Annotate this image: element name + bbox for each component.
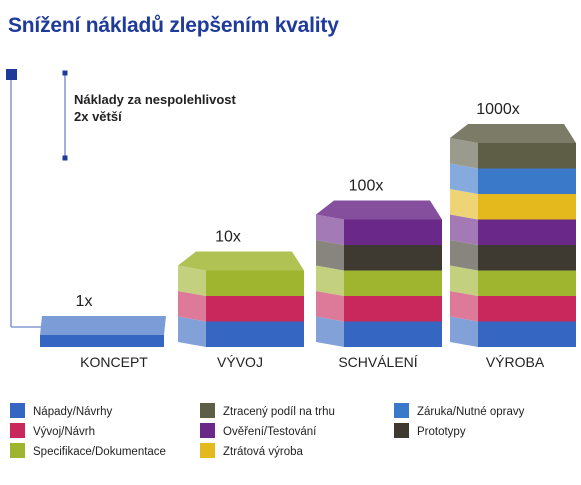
bar-segment-side — [316, 316, 344, 347]
note-marker-icon — [62, 155, 68, 161]
category-labels: KONCEPT VÝVOJ SCHVÁLENÍ VÝROBA — [80, 354, 545, 370]
stacked-bars — [40, 124, 576, 347]
legend-swatch — [394, 403, 409, 418]
bar-segment-side — [450, 240, 478, 271]
legend-item: Vývoj/Návrh — [10, 423, 95, 438]
legend-item: Ztrátová výroba — [200, 443, 303, 458]
value-label: 1x — [76, 293, 93, 310]
bar-segment-side — [178, 265, 206, 296]
bar-segment-side — [316, 240, 344, 271]
bar-segment-side — [316, 265, 344, 296]
bar-segment — [478, 245, 576, 271]
bar-segment-side — [178, 291, 206, 322]
note-line-2: 2x větší — [74, 109, 122, 124]
legend-item: Ztracený podíl na trhu — [200, 403, 335, 418]
bar-segment-side — [450, 189, 478, 220]
bar-segment-side — [316, 291, 344, 322]
legend-label: Vývoj/Návrh — [33, 426, 95, 438]
legend: Nápady/Návrhy Vývoj/Návrh Specifikace/Doku… — [10, 403, 525, 458]
bar-segment — [478, 143, 576, 169]
legend-item: Specifikace/Dokumentace — [10, 443, 166, 458]
legend-swatch — [200, 443, 215, 458]
note-line-1: Náklady za nespolehlivost — [74, 92, 237, 107]
axis-decoration — [6, 69, 68, 328]
legend-label: Ověření/Testování — [223, 426, 317, 438]
bar-segment-side — [450, 291, 478, 322]
category-label: VÝROBA — [486, 354, 545, 370]
bar-segment-side — [316, 214, 344, 245]
legend-swatch — [394, 423, 409, 438]
chart-title: Snížení nákladů zlepšením kvality — [8, 14, 339, 37]
bar-segment-side — [450, 163, 478, 194]
legend-label: Záruka/Nutné opravy — [417, 406, 525, 418]
value-labels: 1x 10x 100x 1000x — [76, 101, 520, 310]
value-label: 1000x — [476, 101, 520, 118]
legend-swatch — [10, 423, 25, 438]
bar-segment — [344, 296, 442, 322]
bar-stack-vývoj — [178, 251, 304, 347]
bar-segment — [478, 321, 576, 347]
legend-label: Prototypy — [417, 426, 466, 438]
bar-segment-top — [40, 316, 166, 335]
bar-segment — [478, 219, 576, 245]
bar-segment — [40, 335, 164, 347]
legend-swatch — [200, 403, 215, 418]
legend-label: Nápady/Návrhy — [33, 406, 113, 418]
legend-swatch — [200, 423, 215, 438]
bar-segment — [478, 168, 576, 194]
bar-segment — [478, 270, 576, 296]
legend-swatch — [10, 403, 25, 418]
bar-segment-side — [450, 316, 478, 347]
bar-segment-side — [450, 265, 478, 296]
bar-stack-schválení — [316, 200, 442, 347]
bar-segment-side — [450, 138, 478, 169]
bar-segment-top — [316, 200, 442, 220]
legend-swatch — [10, 443, 25, 458]
legend-item: Záruka/Nutné opravy — [394, 403, 525, 418]
bar-segment — [344, 270, 442, 296]
bar-stack-výroba — [450, 124, 576, 347]
bar-segment — [206, 321, 304, 347]
legend-item: Prototypy — [394, 423, 466, 438]
legend-item: Ověření/Testování — [200, 423, 317, 438]
axis-square-icon — [6, 69, 17, 80]
bar-segment — [478, 296, 576, 322]
bar-stack-koncept — [40, 316, 166, 347]
bar-segment — [344, 219, 442, 245]
note-marker-icon — [62, 70, 68, 76]
category-label: VÝVOJ — [217, 354, 263, 370]
category-label: SCHVÁLENÍ — [338, 354, 417, 370]
category-label: KONCEPT — [80, 354, 148, 370]
legend-label: Ztrátová výroba — [223, 446, 303, 458]
bar-segment-top — [178, 251, 304, 271]
value-label: 10x — [215, 229, 241, 246]
bar-segment-top — [450, 124, 576, 143]
value-label: 100x — [349, 178, 384, 195]
bar-segment-side — [450, 214, 478, 245]
bar-segment — [478, 194, 576, 220]
legend-label: Ztracený podíl na trhu — [223, 406, 335, 418]
bar-segment — [206, 296, 304, 322]
bar-segment-side — [178, 316, 206, 347]
legend-item: Nápady/Návrhy — [10, 403, 113, 418]
bar-segment — [344, 245, 442, 271]
bar-segment — [344, 321, 442, 347]
legend-label: Specifikace/Dokumentace — [33, 446, 166, 458]
bar-segment — [206, 270, 304, 296]
